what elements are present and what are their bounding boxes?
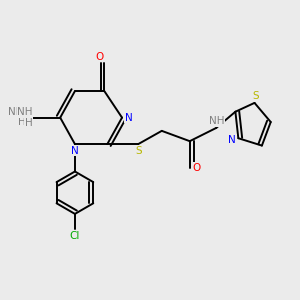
Text: S: S bbox=[253, 92, 259, 101]
Text: N: N bbox=[71, 146, 79, 156]
Text: S: S bbox=[135, 146, 142, 156]
Text: H: H bbox=[18, 117, 26, 127]
Text: N: N bbox=[228, 135, 236, 145]
Text: H: H bbox=[25, 118, 33, 128]
Text: Cl: Cl bbox=[70, 231, 80, 241]
Text: NH: NH bbox=[208, 116, 224, 126]
Text: NH: NH bbox=[8, 107, 23, 117]
Text: N: N bbox=[124, 112, 132, 123]
Text: O: O bbox=[192, 163, 200, 173]
Text: O: O bbox=[96, 52, 104, 62]
Text: NH: NH bbox=[17, 107, 33, 117]
